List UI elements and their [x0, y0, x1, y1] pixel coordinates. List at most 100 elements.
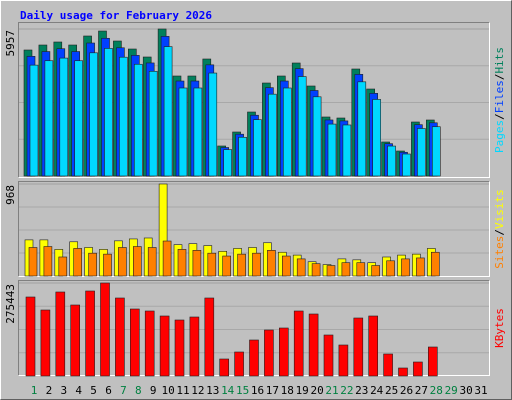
legend-separator: / — [493, 113, 506, 120]
x-tick-label: 11 — [176, 384, 189, 397]
legend-entry: Sites — [493, 236, 506, 269]
bar — [341, 262, 351, 277]
bar — [100, 282, 110, 377]
x-tick-label: 9 — [150, 384, 157, 397]
bar — [74, 60, 83, 177]
bar — [59, 57, 69, 177]
x-tick-label: 27 — [415, 384, 428, 397]
bar — [70, 304, 80, 377]
bar — [237, 253, 246, 277]
panel-border-light — [18, 181, 490, 277]
bar — [222, 255, 231, 277]
bar — [89, 52, 98, 177]
y-tick-label: 5957 — [4, 30, 17, 57]
x-tick-label: 16 — [251, 384, 264, 397]
bar — [55, 291, 66, 377]
bar — [238, 136, 247, 177]
x-tick-label: 26 — [400, 384, 413, 397]
legend-entry: KBytes — [493, 308, 506, 348]
bar — [427, 346, 438, 377]
bar — [249, 339, 259, 377]
bar — [253, 119, 262, 177]
bar — [104, 48, 113, 177]
bar — [58, 256, 68, 277]
bar — [40, 309, 51, 377]
legend-separator: / — [493, 229, 506, 236]
bar — [417, 128, 426, 177]
x-tick-label: 18 — [281, 384, 294, 397]
bar — [219, 358, 229, 377]
bar — [312, 96, 322, 177]
bar — [85, 290, 95, 377]
x-tick-label: 15 — [236, 384, 249, 397]
bar — [28, 247, 38, 277]
bar — [431, 126, 441, 177]
bar — [115, 297, 125, 377]
title: Daily usage for February 2026 — [20, 9, 212, 22]
bar — [25, 296, 36, 377]
x-tick-label: 24 — [370, 384, 384, 397]
x-tick-label: 30 — [459, 384, 472, 397]
y-tick-label: 275443 — [4, 284, 17, 324]
bar — [44, 60, 54, 177]
x-tick-label: 7 — [120, 384, 127, 397]
x-tick-label: 22 — [340, 384, 353, 397]
x-tick-label: 29 — [445, 384, 458, 397]
x-tick-label: 8 — [135, 384, 142, 397]
bar — [281, 255, 291, 277]
bar — [372, 99, 382, 177]
bar — [402, 153, 411, 177]
x-tick-label: 20 — [310, 384, 323, 397]
bar — [119, 56, 128, 177]
panel-border-dark — [18, 280, 490, 376]
bar — [192, 250, 202, 277]
legend: Sites/Visits — [493, 189, 506, 269]
bar — [73, 248, 82, 277]
panel-border-dark — [18, 22, 490, 178]
x-tick-label: 2 — [46, 384, 53, 397]
bar — [207, 252, 217, 277]
bar — [357, 81, 367, 177]
x-tick-label: 5 — [90, 384, 97, 397]
bar — [401, 258, 410, 277]
bar — [268, 93, 277, 177]
bar — [159, 315, 170, 377]
bar — [163, 46, 173, 177]
bar — [430, 251, 440, 277]
bar — [356, 262, 366, 277]
legend-entry: Pages — [493, 120, 506, 153]
bar — [371, 265, 381, 277]
bar — [204, 297, 215, 377]
bar — [267, 250, 276, 277]
bar — [387, 145, 396, 177]
legend-entry: Visits — [493, 189, 506, 229]
x-tick-label: 14 — [221, 384, 235, 397]
bar — [342, 124, 352, 177]
bar — [178, 87, 188, 177]
bar — [383, 353, 393, 377]
x-tick-label: 10 — [161, 384, 174, 397]
bar — [174, 319, 185, 377]
legend-entry: Files — [493, 80, 506, 113]
x-tick-label: 12 — [191, 384, 204, 397]
bar — [133, 246, 142, 277]
x-tick-label: 31 — [474, 384, 487, 397]
bar — [189, 316, 200, 377]
x-tick-label: 21 — [325, 384, 338, 397]
bar — [193, 87, 203, 177]
bar — [147, 247, 157, 277]
bar — [162, 240, 172, 277]
x-tick-label: 6 — [105, 384, 112, 397]
legend: Pages/Files/Hits — [493, 47, 506, 153]
bar — [118, 247, 127, 277]
bar — [398, 367, 408, 377]
bar — [264, 329, 274, 377]
bar — [326, 265, 336, 277]
x-tick-label: 25 — [385, 384, 398, 397]
legend-separator: / — [493, 74, 506, 81]
bar — [282, 87, 292, 177]
x-tick-label: 17 — [266, 384, 279, 397]
x-tick-label: 28 — [430, 384, 443, 397]
panel-border-dark — [18, 181, 490, 277]
